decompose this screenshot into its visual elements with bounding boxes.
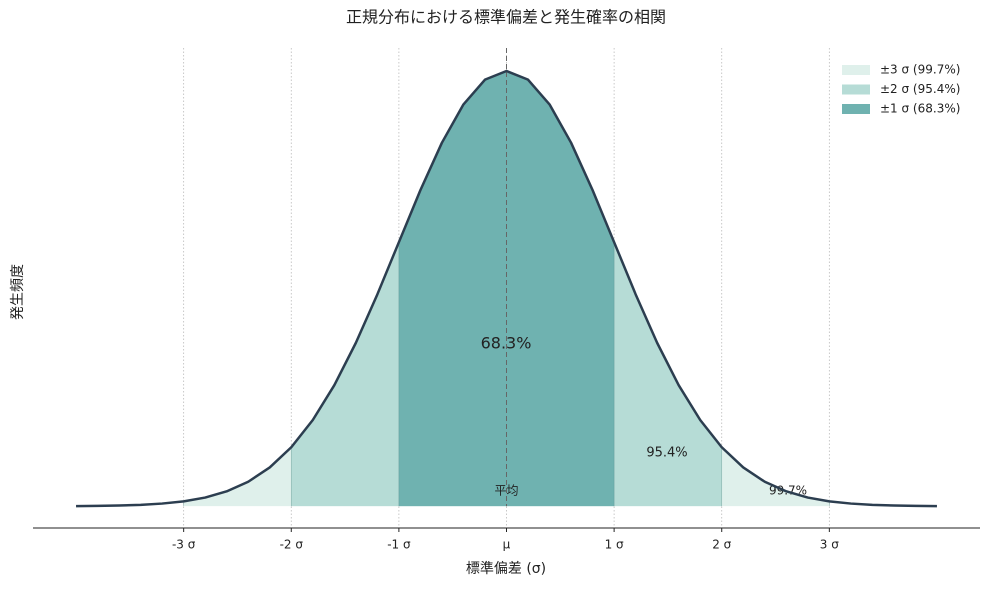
x-tick-label: -2 σ — [280, 538, 304, 552]
legend-swatch — [842, 84, 870, 95]
legend-label: ±3 σ (99.7%) — [880, 63, 960, 77]
chart-title: 正規分布における標準偏差と発生確率の相関 — [346, 8, 666, 27]
distribution-curve — [76, 69, 937, 508]
x-tick-label: 3 σ — [820, 538, 839, 552]
band-label: 95.4% — [646, 446, 687, 461]
y-axis-label: 発生頻度 — [10, 264, 26, 320]
legend-swatch — [842, 65, 870, 75]
legend-label: ±2 σ (95.4%) — [880, 82, 960, 96]
mean-label: 平均 — [494, 484, 518, 498]
legend-swatch — [842, 104, 870, 114]
x-tick-label: -3 σ — [172, 538, 196, 552]
band-label: 68.3% — [481, 334, 532, 353]
x-axis-label: 標準偏差 (σ) — [466, 561, 546, 577]
x-tick-label: -1 σ — [387, 538, 411, 552]
x-tick-label: μ — [503, 538, 511, 552]
x-tick-label: 2 σ — [712, 538, 731, 552]
x-tick-label: 1 σ — [605, 538, 624, 552]
legend-label: ±1 σ (68.3%) — [880, 102, 960, 116]
